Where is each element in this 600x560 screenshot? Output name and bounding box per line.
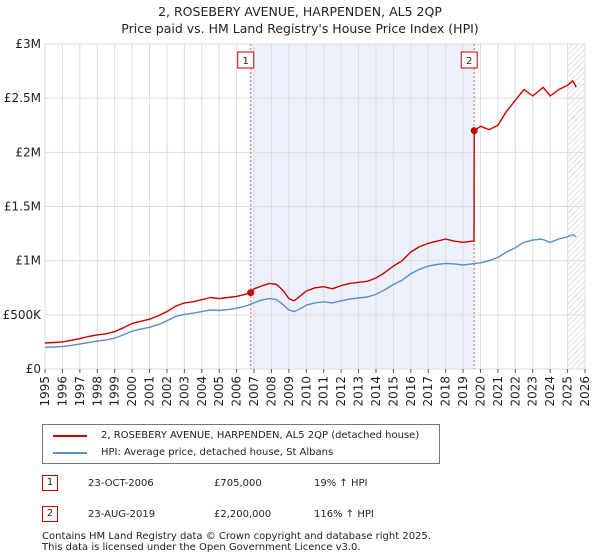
x-tick-label: 2009 [282,376,296,407]
x-tick-label: 1999 [108,376,122,407]
y-tick-label: £2M [15,145,41,159]
x-tick-label: 2014 [369,376,383,407]
x-tick-label: 1997 [73,376,87,407]
sale-price: £705,000 [214,478,262,489]
x-tick-label: 2003 [177,376,191,407]
sale-point [470,127,478,135]
y-tick-label: £1M [15,254,41,268]
x-tick-label: 2008 [264,376,278,407]
x-tick-label: 2001 [143,376,157,407]
y-axis-ticks: £0 £500K £1M £1.5M £2M £2.5M £3M [3,37,43,376]
footer-line-2: This data is licensed under the Open Gov… [42,542,361,553]
x-tick-label: 2017 [421,376,435,407]
x-axis-ticks: 1995 1996 1997 1998 1999 2000 2001 2002 2003 2004… [38,369,592,407]
x-tick-label: 2018 [439,376,453,407]
x-tick-label: 2002 [160,376,174,407]
y-tick-label: £2.5M [4,91,41,105]
legend-swatch-property [53,435,87,437]
sale-marker-label: 1 [243,56,249,67]
x-tick-label: 2006 [230,376,244,407]
y-tick-label: £0 [26,362,41,376]
x-tick-label: 2012 [334,376,348,407]
x-tick-label: 2026 [578,376,592,407]
legend-label-hpi: HPI: Average price, detached house, St A… [101,447,334,458]
sale-date: 23-OCT-2006 [88,478,154,489]
footer-line-1: Contains HM Land Registry data © Crown c… [42,531,431,542]
sale-number-badge: 1 [42,475,58,491]
x-tick-label: 2021 [491,376,505,407]
hpi-line [45,234,577,348]
x-tick-label: 2005 [212,376,226,407]
sale-hpi-change: 19% ↑ HPI [314,478,368,489]
y-tick-label: £500K [3,308,43,322]
sale-marker-box [237,51,255,69]
legend-label-property: 2, ROSEBERY AVENUE, HARPENDEN, AL5 2QP (… [101,430,420,441]
sale-hpi-change: 116% ↑ HPI [314,509,374,520]
sale-points [247,127,478,297]
y-tick-label: £3M [15,37,41,51]
x-tick-label: 2025 [561,376,575,407]
x-tick-label: 2016 [404,376,418,407]
x-tick-label: 1996 [55,376,69,407]
property-price-line [45,80,577,344]
price-chart: £0£500K£1M£1.5M£2M£2.5M£3M 1995 1996 1997 1… [3,37,592,407]
chart-title-block: 2, ROSEBERY AVENUE, HARPENDEN, AL5 2QP P… [0,3,600,37]
x-tick-label: 2011 [317,376,331,407]
x-tick-label: 2015 [386,376,400,407]
x-tick-label: 2010 [299,376,313,407]
x-tick-label: 2019 [456,376,470,407]
y-tick-label: £1.5M [4,200,41,214]
x-tick-label: 2007 [247,376,261,407]
chart-subtitle: Price paid vs. HM Land Registry's House … [121,21,479,36]
x-tick-label: 1995 [38,376,52,407]
sale-marker-box [460,51,478,69]
x-tick-label: 2022 [508,376,522,407]
grid-lines [44,43,586,370]
x-tick-label: 2004 [195,376,209,407]
series-group [45,80,577,348]
sale-price: £2,200,000 [214,509,272,520]
x-tick-label: 2024 [543,376,557,407]
x-tick-label: 2013 [352,376,366,407]
sale-marker-label: 2 [466,56,472,67]
sale-point [247,289,255,297]
legend-swatch-hpi [53,452,87,454]
x-tick-label: 2000 [125,376,139,407]
x-tick-label: 2023 [526,376,540,407]
chart-legend: 2, ROSEBERY AVENUE, HARPENDEN, AL5 2QP (… [42,424,440,464]
sale-number-badge: 2 [42,506,58,522]
footer-attribution: Contains HM Land Registry data © Crown c… [42,531,431,553]
x-tick-label: 2020 [473,376,487,407]
chart-title: 2, ROSEBERY AVENUE, HARPENDEN, AL5 2QP [158,4,442,19]
sale-date: 23-AUG-2019 [88,509,156,520]
x-tick-label: 1998 [90,376,104,407]
